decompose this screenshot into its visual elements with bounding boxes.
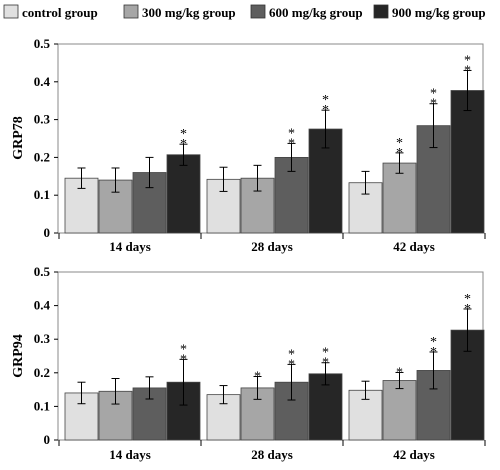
significance-mark: * [180,127,187,142]
legend-swatch-1 [123,4,139,19]
significance-mark: * [464,63,471,78]
x-category-label: 14 days [109,447,151,462]
y-tick-label: 0.5 [34,264,51,279]
y-tick-label: 0.5 [34,36,51,51]
legend-label-3: 900 mg/kg group [392,5,486,20]
y-tick-label: 0.2 [34,149,50,164]
significance-mark: * [180,342,187,357]
bar [382,380,417,441]
bar [166,154,201,234]
legend: control group 300 mg/kg group 600 mg/kg gr… [3,4,486,20]
significance-mark: * [464,292,471,307]
x-category-label: 42 days [393,239,435,254]
legend-label-0: control group [22,5,98,20]
bar [450,90,485,234]
significance-mark: * [322,103,329,118]
y-tick-label: 0.1 [34,187,50,202]
significance-mark: * [464,53,471,68]
significance-mark: * [180,352,187,367]
x-category-label: 14 days [109,239,151,254]
y-tick-label: 0.4 [34,74,51,89]
significance-mark: * [180,137,187,152]
legend-label-1: 300 mg/kg group [142,5,236,20]
significance-mark: * [396,146,403,161]
significance-mark: * [254,369,261,384]
significance-mark: * [464,302,471,317]
chart-panel-grp94: 0 0.1 0.2 0.3 0.4 0.5 GRP94 14 days 28 days 42 da… [11,264,486,462]
y-tick-label: 0 [44,225,51,240]
significance-mark: * [288,136,295,151]
y-tick-label: 0 [44,432,51,447]
bar [450,329,485,441]
significance-mark: * [430,335,437,350]
significance-mark: * [430,87,437,102]
significance-mark: * [396,136,403,151]
significance-mark: * [322,93,329,108]
significance-mark: * [430,97,437,112]
y-tick-label: 0.3 [34,112,51,127]
significance-mark: * [322,356,329,371]
significance-mark: * [288,126,295,141]
y-axis-label: GRP78 [11,116,26,160]
y-tick-label: 0.2 [34,365,50,380]
legend-label-2: 600 mg/kg group [269,5,363,20]
x-category-label: 28 days [251,447,293,462]
y-tick-label: 0.4 [34,298,51,313]
significance-mark: * [322,346,329,361]
y-tick-label: 0.1 [34,398,50,413]
y-axis-label: GRP94 [11,334,26,378]
bar [206,178,241,234]
legend-swatch-3 [373,4,389,19]
significance-mark: * [288,357,295,372]
significance-mark: * [430,345,437,360]
chart-panel-grp78: 0 0.1 0.2 0.3 0.4 0.5 GRP78 14 days 28 days 42 da… [11,36,486,254]
legend-swatch-0 [3,4,19,19]
x-category-label: 28 days [251,239,293,254]
significance-mark: * [396,365,403,380]
y-tick-label: 0.3 [34,331,51,346]
x-category-label: 42 days [393,447,435,462]
legend-swatch-2 [250,4,266,19]
bar [382,162,417,234]
significance-mark: * [288,347,295,362]
